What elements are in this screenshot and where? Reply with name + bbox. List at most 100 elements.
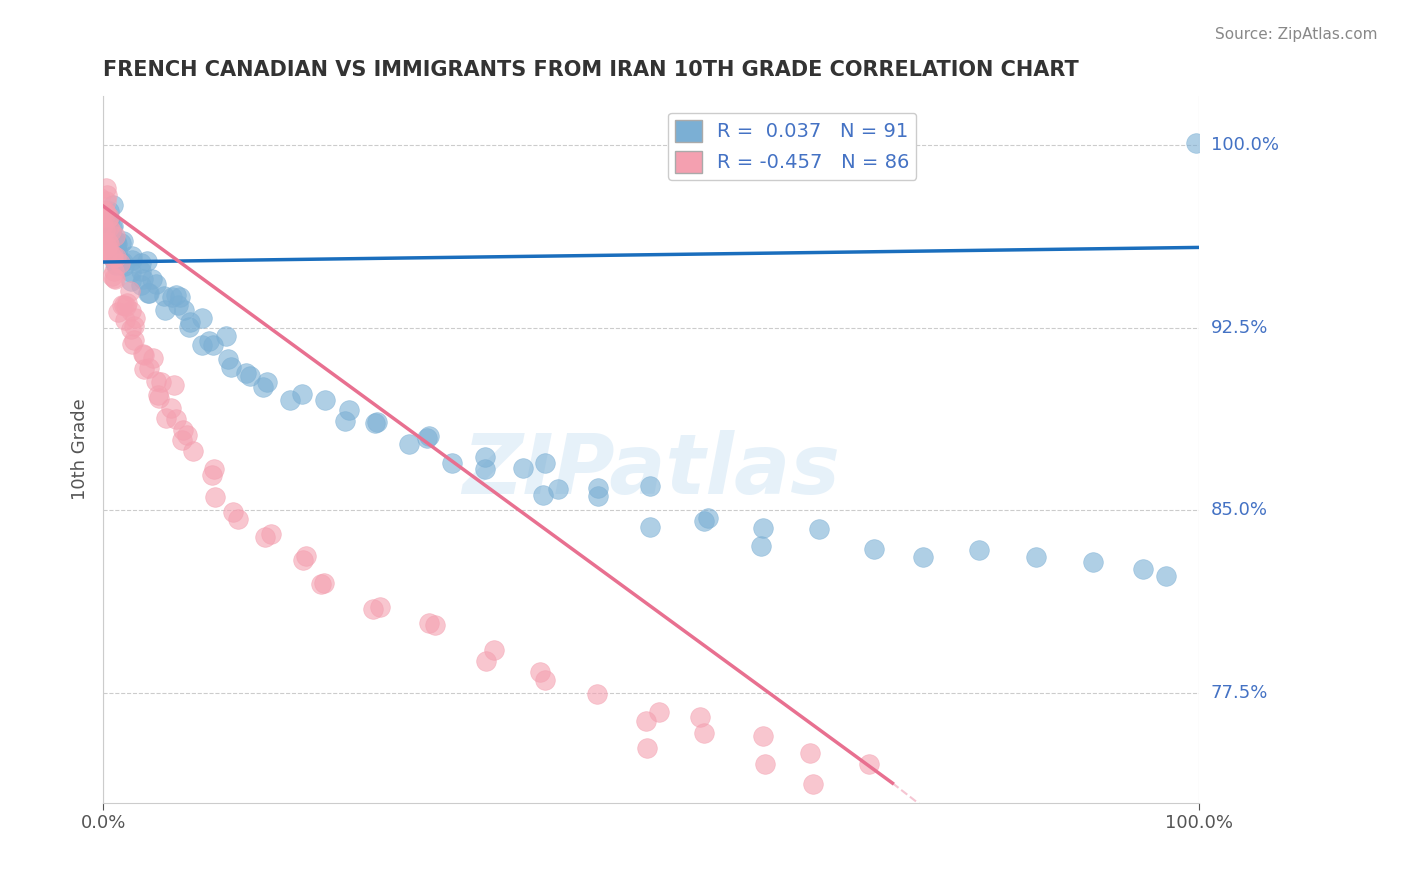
Point — [94, 238, 117, 252]
Point — [160, 290, 183, 304]
Point — [361, 602, 384, 616]
Point — [138, 286, 160, 301]
Point — [131, 278, 153, 293]
Point — [104, 244, 127, 258]
Point — [512, 461, 534, 475]
Point — [689, 709, 711, 723]
Point — [254, 530, 277, 544]
Point — [693, 514, 716, 528]
Point — [100, 232, 122, 246]
Point — [91, 204, 114, 219]
Point — [418, 429, 440, 443]
Legend: R =  0.037   N = 91, R = -0.457   N = 86: R = 0.037 N = 91, R = -0.457 N = 86 — [668, 112, 917, 180]
Point — [112, 259, 135, 273]
Point — [150, 376, 173, 390]
Point — [204, 490, 226, 504]
Point — [112, 234, 135, 248]
Point — [364, 416, 387, 430]
Point — [96, 188, 118, 202]
Point — [177, 320, 200, 334]
Point — [368, 599, 391, 614]
Point — [152, 289, 174, 303]
Point — [96, 247, 118, 261]
Point — [752, 521, 775, 535]
Point — [141, 272, 163, 286]
Point — [105, 237, 128, 252]
Point — [170, 433, 193, 447]
Point — [97, 213, 120, 227]
Point — [529, 665, 551, 679]
Text: 92.5%: 92.5% — [1211, 318, 1268, 337]
Point — [97, 211, 120, 225]
Point — [134, 362, 156, 376]
Point — [104, 256, 127, 270]
Point — [136, 254, 159, 268]
Point — [278, 392, 301, 407]
Point — [967, 543, 990, 558]
Point — [803, 777, 825, 791]
Point — [138, 360, 160, 375]
Point — [172, 423, 194, 437]
Point — [112, 298, 135, 312]
Point — [1154, 569, 1177, 583]
Text: FRENCH CANADIAN VS IMMIGRANTS FROM IRAN 10TH GRADE CORRELATION CHART: FRENCH CANADIAN VS IMMIGRANTS FROM IRAN … — [103, 60, 1078, 79]
Point — [96, 240, 118, 254]
Point — [131, 346, 153, 360]
Point — [93, 241, 115, 255]
Point — [228, 512, 250, 526]
Text: 85.0%: 85.0% — [1211, 501, 1268, 519]
Point — [1025, 549, 1047, 564]
Point — [98, 204, 121, 219]
Point — [105, 234, 128, 248]
Point — [120, 265, 142, 279]
Point — [124, 311, 146, 326]
Point — [202, 338, 225, 352]
Point — [911, 549, 934, 564]
Point — [94, 228, 117, 243]
Point — [94, 194, 117, 208]
Point — [111, 297, 134, 311]
Point — [122, 333, 145, 347]
Point — [474, 450, 496, 464]
Point — [204, 462, 226, 476]
Point — [97, 235, 120, 249]
Point — [120, 285, 142, 299]
Point — [132, 272, 155, 286]
Point — [418, 615, 440, 630]
Point — [104, 228, 127, 243]
Point — [862, 541, 884, 556]
Point — [808, 522, 831, 536]
Point — [97, 236, 120, 251]
Point — [636, 740, 658, 755]
Point — [101, 219, 124, 233]
Point — [799, 746, 821, 760]
Point — [129, 264, 152, 278]
Point — [1081, 555, 1104, 569]
Point — [585, 688, 607, 702]
Point — [754, 757, 776, 772]
Point — [96, 181, 118, 195]
Point — [749, 539, 772, 553]
Point — [295, 549, 318, 563]
Point — [159, 401, 181, 415]
Point — [191, 310, 214, 325]
Point — [114, 312, 136, 326]
Point — [101, 251, 124, 265]
Point — [235, 366, 257, 380]
Point — [87, 205, 110, 219]
Point — [167, 298, 190, 312]
Point — [482, 643, 505, 657]
Point — [333, 414, 356, 428]
Point — [145, 374, 167, 388]
Point — [136, 285, 159, 300]
Point — [239, 368, 262, 383]
Point — [104, 238, 127, 252]
Point — [110, 253, 132, 268]
Point — [475, 654, 498, 668]
Point — [100, 247, 122, 261]
Text: 100.0%: 100.0% — [1211, 136, 1278, 154]
Point — [105, 244, 128, 259]
Point — [337, 403, 360, 417]
Point — [176, 428, 198, 442]
Point — [416, 431, 439, 445]
